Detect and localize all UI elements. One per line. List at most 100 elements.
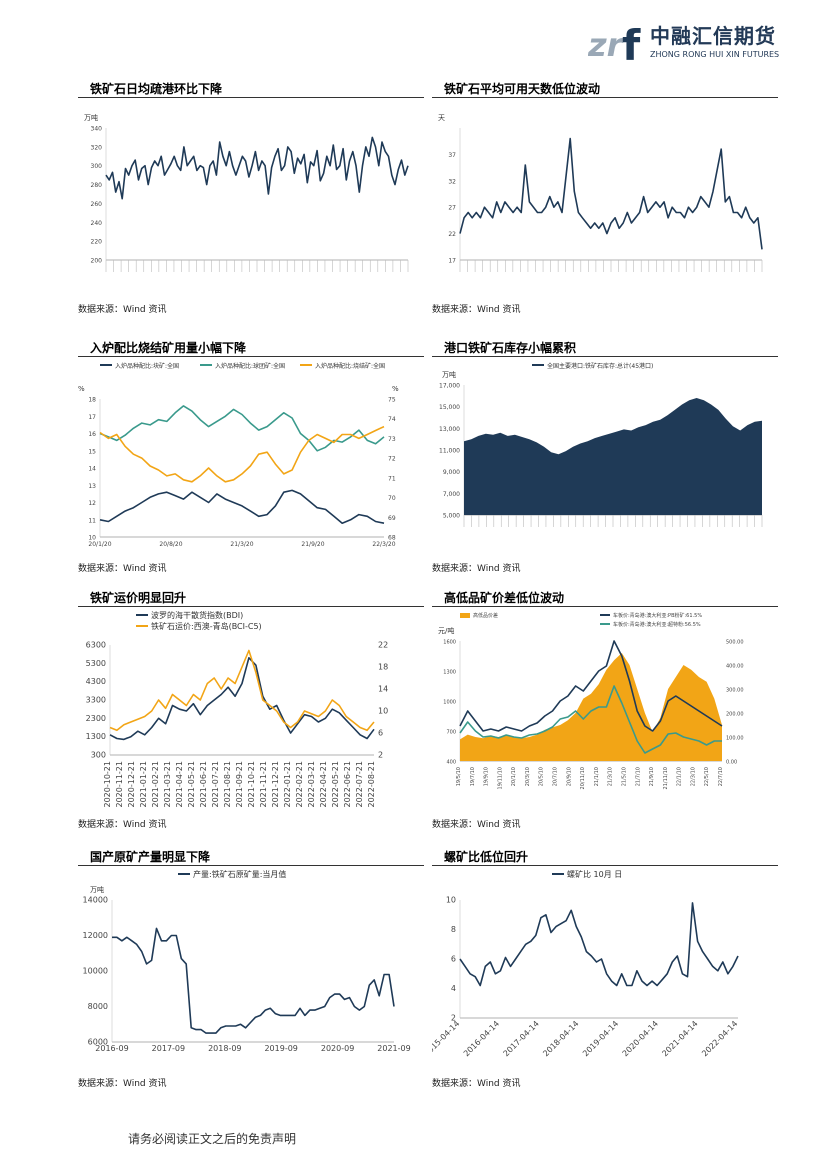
x-tick-label: 2021-12-21 <box>271 761 280 808</box>
legend-swatch <box>460 613 470 618</box>
y-tick-label: 1600 <box>443 640 456 646</box>
y-tick-label: 6 <box>451 955 456 964</box>
data-source: 数据来源：Wind 资讯 <box>432 305 521 315</box>
y-axis-unit: 天 <box>438 114 445 122</box>
y-tick-label: 300 <box>91 163 103 170</box>
y-tick-label: 320 <box>91 144 103 151</box>
chart-title: 高低品矿价差低位波动 <box>444 591 565 605</box>
x-tick-label: 20/8/20 <box>159 541 182 548</box>
company-logo: zr f 中融汇信期货 ZHONG RONG HUI XIN FUTURES <box>587 20 788 70</box>
x-tick-label: 2020-09 <box>321 1044 354 1053</box>
y-tick-label: 340 <box>91 126 103 133</box>
y-tick-label: 37 <box>448 152 456 159</box>
x-tick-label: 2022-02-21 <box>295 761 304 808</box>
x-tick-label: 2021-01-21 <box>139 761 148 808</box>
x-tick-label: 2018-09 <box>208 1044 241 1053</box>
y-tick-label: 5300 <box>86 659 106 668</box>
svg-text:zr: zr <box>588 26 625 64</box>
x-tick-label: 2020-11-21 <box>115 761 124 808</box>
x-tick-label: 22/3/20 <box>372 541 395 548</box>
data-source: 数据来源：Wind 资讯 <box>432 564 521 574</box>
y-tick-label: 220 <box>91 239 103 246</box>
x-tick-label: 2022-01-21 <box>283 761 292 808</box>
chart-title: 铁矿运价明显回升 <box>90 591 187 605</box>
title-divider <box>432 606 778 607</box>
x-tick-label: 19/11/10 <box>497 767 503 789</box>
title-divider <box>432 865 778 866</box>
legend-label: 高低品价差 <box>473 612 498 619</box>
y-tick-label: 10000 <box>83 967 108 976</box>
chart-title: 入炉配比烧结矿用量小幅下降 <box>90 341 247 355</box>
y-tick-label: 4 <box>451 984 456 993</box>
y-tick-label: 14000 <box>83 896 108 905</box>
x-tick-label: 2021-07-21 <box>211 761 220 808</box>
chart-title: 国产原矿产量明显下降 <box>90 850 211 864</box>
y-tick-label: 13 <box>88 483 96 490</box>
x-tick-label: 21/5/10 <box>621 767 627 786</box>
y-tick-label-right: 14 <box>378 685 388 694</box>
x-tick-label: 2022-08-21 <box>367 761 376 808</box>
x-tick-label: 2017-04-14 <box>502 1019 541 1058</box>
y-axis-unit: 万吨 <box>84 113 98 122</box>
x-tick-label: 20/1/10 <box>511 767 517 786</box>
y-tick-label: 10 <box>88 535 96 542</box>
chart-title: 港口铁矿石库存小幅累积 <box>444 341 577 355</box>
x-tick-label: 21/3/10 <box>608 767 614 786</box>
legend-label: 产量:铁矿石原矿量:当月值 <box>193 869 286 879</box>
y-tick-label-right: 400.00 <box>726 664 744 670</box>
x-tick-label: 2018-04-14 <box>541 1019 580 1058</box>
x-tick-label: 21/3/20 <box>230 541 253 548</box>
y-axis-unit: 万吨 <box>90 885 104 894</box>
title-divider <box>78 865 424 866</box>
y-tick-label: 5,000 <box>443 513 460 520</box>
y-tick-label-right: 22 <box>378 641 388 650</box>
title-divider <box>78 97 424 98</box>
y-tick-label: 1300 <box>86 732 106 741</box>
x-tick-label: 21/9/20 <box>301 541 324 548</box>
chart-title: 铁矿石平均可用天数低位波动 <box>444 82 601 96</box>
legend-label: 铁矿石运价:西澳-青岛(BCI-C5) <box>151 621 262 631</box>
y-tick-label: 8000 <box>88 1002 108 1011</box>
series-area <box>460 653 722 761</box>
y-tick-label-right: 18 <box>378 663 388 672</box>
y-tick-label: 12000 <box>83 931 108 940</box>
y-tick-label: 9,000 <box>443 469 460 476</box>
y-tick-label: 11,000 <box>439 448 460 455</box>
y-tick-label: 13,000 <box>439 426 460 433</box>
series-area <box>464 398 762 515</box>
x-tick-label: 21/7/10 <box>635 767 641 786</box>
disclaimer-text: 请务必阅读正文之后的免责声明 <box>128 1132 297 1146</box>
data-source: 数据来源：Wind 资讯 <box>78 564 167 574</box>
x-tick-label: 2020-10-21 <box>103 761 112 808</box>
legend-label: 螺矿比 10月 日 <box>567 869 622 879</box>
x-tick-label: 20/1/20 <box>88 541 111 548</box>
x-tick-label: 20/9/10 <box>566 767 572 786</box>
x-tick-label: 2022-06-21 <box>343 761 352 808</box>
title-divider <box>432 356 778 357</box>
y-tick-label-right: 74 <box>388 416 396 423</box>
y-tick-label-right: 71 <box>388 475 396 482</box>
logo-cn-text: 中融汇信期货 <box>650 24 776 48</box>
svg-text:f: f <box>622 21 641 68</box>
x-tick-label: 22/5/10 <box>704 767 710 786</box>
y-tick-label-right: 200.00 <box>726 712 744 718</box>
y-tick-label-right: 75 <box>388 397 396 404</box>
y-tick-label: 14 <box>88 466 96 473</box>
y-tick-label: 32 <box>448 178 456 185</box>
y-tick-label: 200 <box>91 258 103 265</box>
x-tick-label: 2017-09 <box>152 1044 185 1053</box>
x-tick-label: 2020-12-21 <box>127 761 136 808</box>
x-tick-label: 2021-10-21 <box>247 761 256 808</box>
legend-label: 车板价:青岛港:澳大利亚:PB粉矿:61.5% <box>613 612 702 619</box>
y-tick-label: 3300 <box>86 696 106 705</box>
x-tick-label: 2019-04-14 <box>581 1019 620 1058</box>
y-tick-label: 260 <box>91 201 103 208</box>
y-tick-label-right: 68 <box>388 535 396 542</box>
chart-title: 螺矿比低位回升 <box>444 850 529 864</box>
data-source: 数据来源：Wind 资讯 <box>78 305 167 315</box>
y-tick-label-right: 500.00 <box>726 640 744 646</box>
y-tick-label: 6300 <box>86 641 106 650</box>
x-tick-label: 2021-02-21 <box>151 761 160 808</box>
